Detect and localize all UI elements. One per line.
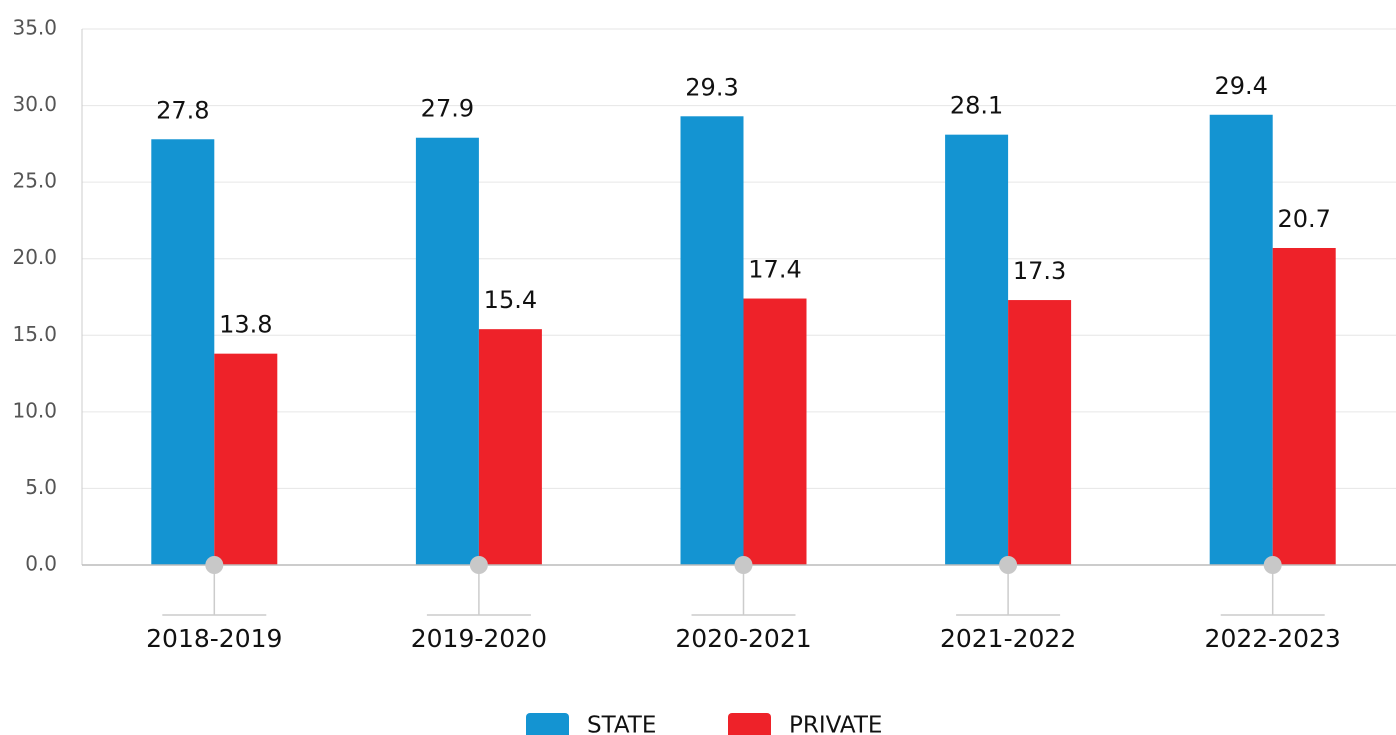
value-label: 17.4	[748, 256, 801, 284]
bar	[151, 139, 215, 565]
x-tick-label: 2018-2019	[146, 624, 282, 653]
category-dot	[469, 556, 488, 574]
category-dot	[1263, 556, 1282, 574]
value-label: 13.8	[219, 311, 272, 339]
bar	[214, 353, 278, 565]
value-label: 27.8	[156, 96, 209, 124]
category-dot	[205, 556, 224, 574]
value-label: 29.3	[685, 73, 738, 101]
value-label: 28.1	[950, 92, 1003, 120]
bar	[680, 116, 744, 565]
bar	[1209, 114, 1273, 565]
bar	[743, 298, 807, 565]
value-label: 29.4	[1214, 72, 1267, 100]
bar	[478, 329, 542, 565]
x-tick-label: 2021-2022	[940, 624, 1076, 653]
legend-swatch	[728, 713, 771, 735]
y-tick-label: 15.0	[12, 322, 57, 346]
value-label: 27.9	[421, 95, 474, 123]
legend-label: STATE	[587, 713, 656, 735]
x-tick-label: 2020-2021	[675, 624, 811, 653]
value-label: 20.7	[1277, 205, 1330, 233]
legend-label: PRIVATE	[789, 713, 882, 735]
bar	[945, 134, 1009, 565]
y-tick-label: 0.0	[25, 552, 57, 576]
y-tick-label: 25.0	[12, 169, 57, 193]
y-tick-label: 20.0	[12, 245, 57, 269]
value-label: 15.4	[484, 286, 537, 314]
x-tick-label: 2022-2023	[1205, 624, 1341, 653]
bar	[1008, 300, 1072, 565]
x-tick-label: 2019-2020	[411, 624, 547, 653]
y-tick-label: 10.0	[12, 398, 57, 422]
value-label: 17.3	[1013, 257, 1066, 285]
y-tick-label: 30.0	[12, 92, 57, 116]
legend-swatch	[526, 713, 569, 735]
bar	[1272, 247, 1336, 565]
category-dot	[734, 556, 753, 574]
y-tick-label: 5.0	[25, 475, 57, 499]
y-tick-label: 35.0	[12, 16, 57, 40]
bar	[415, 137, 479, 565]
category-dot	[999, 556, 1018, 574]
